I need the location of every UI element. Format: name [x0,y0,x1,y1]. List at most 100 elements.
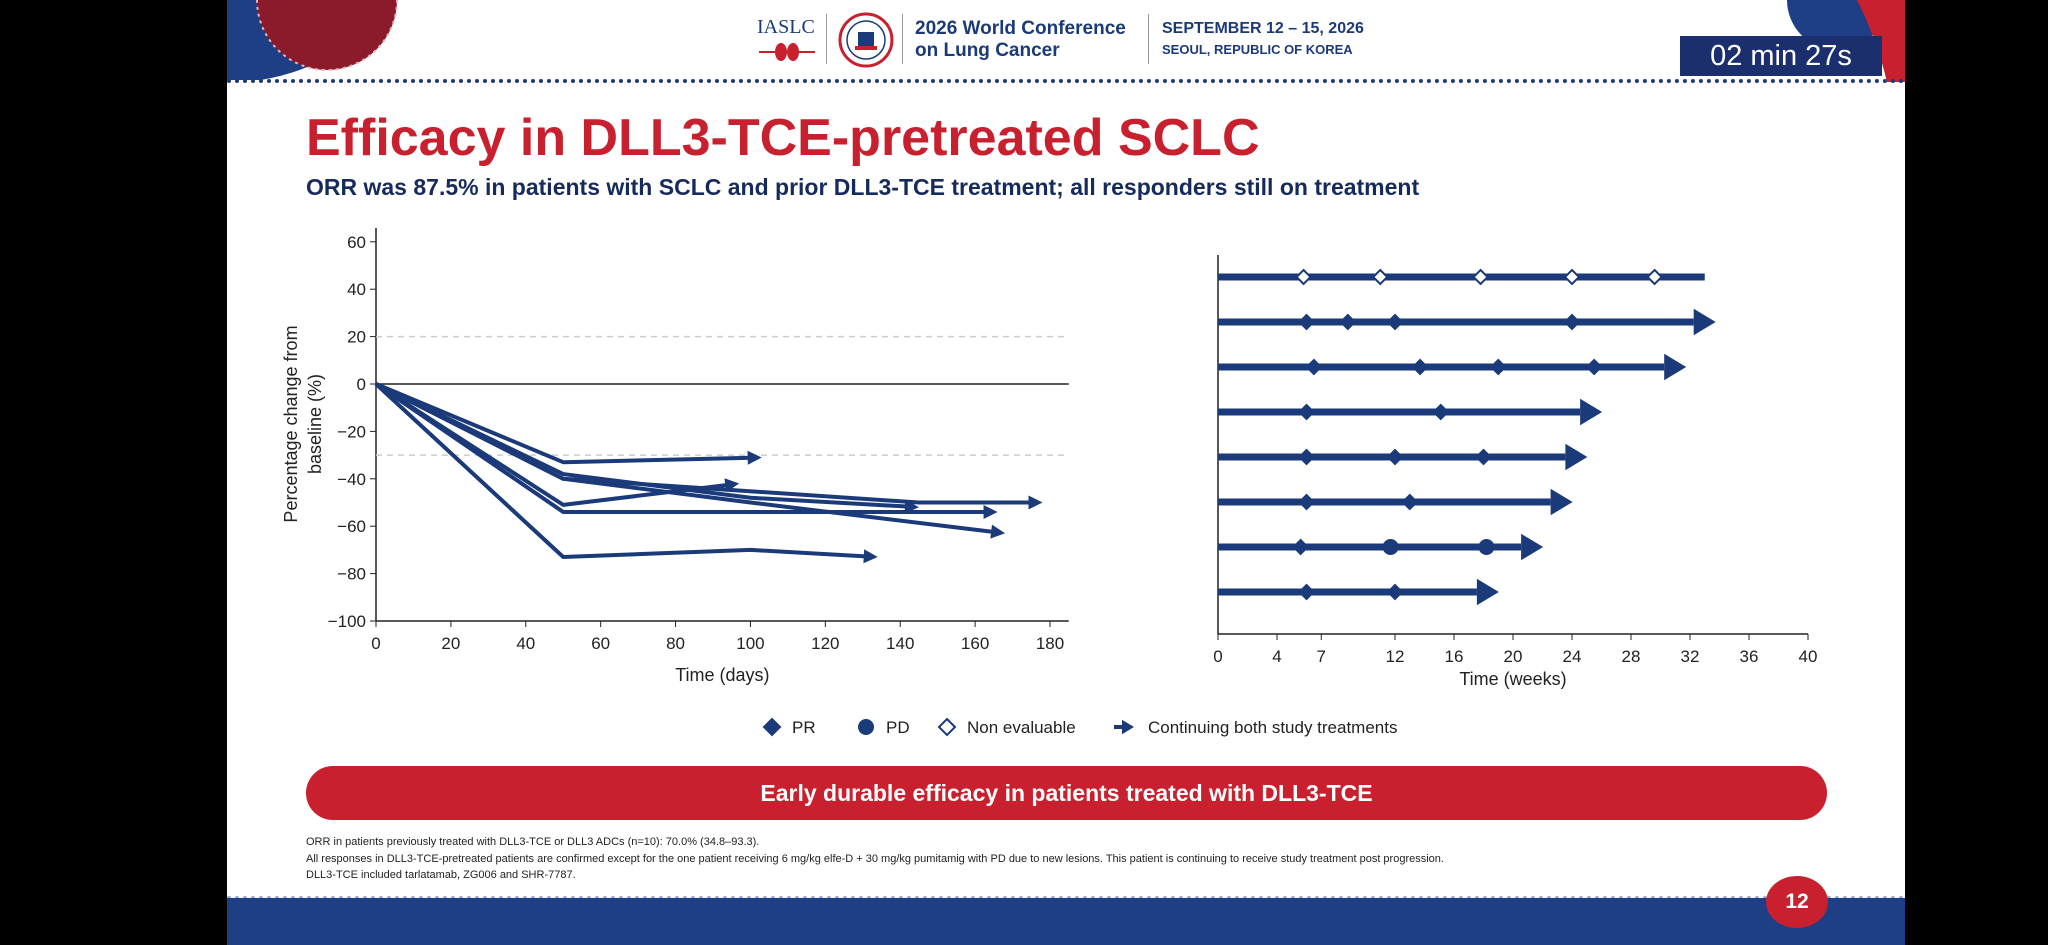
slide-subtitle: ORR was 87.5% in patients with SCLC and … [306,174,1420,200]
continuing-arrow [1580,398,1603,426]
swimmer-x-tick-label: 32 [1681,647,1700,666]
continuing-arrow [1550,488,1573,516]
pr-marker [1298,493,1315,511]
footnote: All responses in DLL3-TCE-pretreated pat… [306,853,1444,865]
swimmer-x-tick-label: 28 [1622,647,1641,666]
legend-label: PR [792,718,816,737]
conference-dates: SEPTEMBER 12 – 15, 2026 [1162,20,1364,37]
x-axis-title: Time (days) [675,665,769,685]
pr-marker [1475,448,1492,466]
pr-marker [1489,358,1507,376]
legend-arrow-marker [1122,719,1134,735]
pr-marker [1563,313,1581,331]
header-separator [1148,14,1149,64]
slide-title: Efficacy in DLL3-TCE-pretreated SCLC [306,109,1260,167]
header-separator [902,14,903,64]
lung-icon [759,43,815,61]
patient-line [375,382,1033,505]
swimmer-x-tick-label: 12 [1386,647,1405,666]
non-evaluable-marker [1646,268,1664,286]
x-tick-label: 20 [441,634,460,653]
legend-label: Non evaluable [967,718,1076,737]
legend-pr-marker [762,717,782,737]
non-evaluable-marker [1563,268,1581,286]
pr-marker [1432,403,1450,421]
x-tick-label: 60 [591,634,610,653]
patient-line [375,382,752,465]
pr-marker [1292,538,1310,556]
x-tick-label: 0 [371,634,380,653]
header-divider [227,79,1905,83]
patient-line [374,382,988,514]
y-tick-label: 40 [347,280,366,299]
legend-pd-marker [858,719,874,735]
non-evaluable-marker [1295,268,1312,286]
swimmer-x-tick-label: 36 [1740,647,1759,666]
swimmer-x-tick-label: 0 [1213,647,1222,666]
header-separator [826,14,827,64]
pr-marker [1298,583,1315,601]
swimmer-x-tick-label: 4 [1272,647,1281,666]
swimmer-x-tick-label: 40 [1799,647,1818,666]
header-decoration-left [227,0,398,80]
iaslc-logo: IASLC [757,16,815,38]
presentation-timer: 02 min 27s [1680,36,1882,76]
continuing-arrow [983,504,998,519]
conference-seal-icon [838,12,894,68]
conference-name-line1: 2026 World Conference [915,18,1126,39]
footnote: ORR in patients previously treated with … [306,836,760,848]
conference-location: SEOUL, REPUBLIC OF KOREA [1162,42,1353,57]
x-tick-label: 100 [736,634,764,653]
swimmer-x-axis-title: Time (weeks) [1459,669,1566,689]
pr-marker [1585,358,1603,376]
y-tick-label: −100 [328,612,366,631]
x-tick-label: 80 [666,634,685,653]
swimmer-x-tick-label: 7 [1317,647,1326,666]
pr-marker [1298,448,1315,466]
legend-label: Continuing both study treatments [1148,718,1397,737]
pr-marker [1298,403,1315,421]
y-axis-title: baseline (%) [305,374,325,474]
footer-band [227,898,1905,945]
x-tick-label: 40 [516,634,535,653]
key-message-banner: Early durable efficacy in patients treat… [306,766,1827,820]
continuing-arrow [863,549,878,564]
pr-marker [1305,358,1323,376]
continuing-arrow [1565,443,1588,471]
y-tick-label: 60 [347,233,366,252]
continuing-arrow [747,450,762,465]
page-number: 12 [1766,876,1828,928]
conference-name-line2: on Lung Cancer [915,40,1060,61]
pd-marker [1478,539,1495,555]
patient-line [375,382,996,535]
continuing-arrow [1693,308,1716,336]
y-tick-label: −40 [337,470,366,489]
pr-marker [1298,313,1315,331]
swimmer-x-tick-label: 16 [1445,647,1464,666]
pr-marker [1386,583,1404,601]
footnote: DLL3-TCE included tarlatamab, ZG006 and … [306,869,576,881]
y-tick-label: −60 [337,517,366,536]
pr-marker [1411,358,1429,376]
pd-marker [1382,539,1399,555]
legend-label: PD [886,718,910,737]
non-evaluable-marker [1472,268,1489,286]
swimmer-x-tick-label: 24 [1563,647,1582,666]
continuing-arrow [1521,533,1544,561]
x-tick-label: 140 [886,634,914,653]
x-tick-label: 180 [1036,634,1064,653]
pr-marker [1386,448,1404,466]
continuing-arrow [1664,353,1687,381]
pr-marker [1386,313,1404,331]
continuing-arrow [990,524,1006,539]
continuing-arrow [1028,495,1043,510]
x-tick-label: 160 [961,634,989,653]
swimmer-x-tick-label: 20 [1504,647,1523,666]
pr-marker [1339,313,1357,331]
non-evaluable-marker [1371,268,1389,286]
continuing-arrow [724,478,740,493]
continuing-arrow [1476,578,1499,606]
x-tick-label: 120 [811,634,839,653]
y-tick-label: 20 [347,328,366,347]
